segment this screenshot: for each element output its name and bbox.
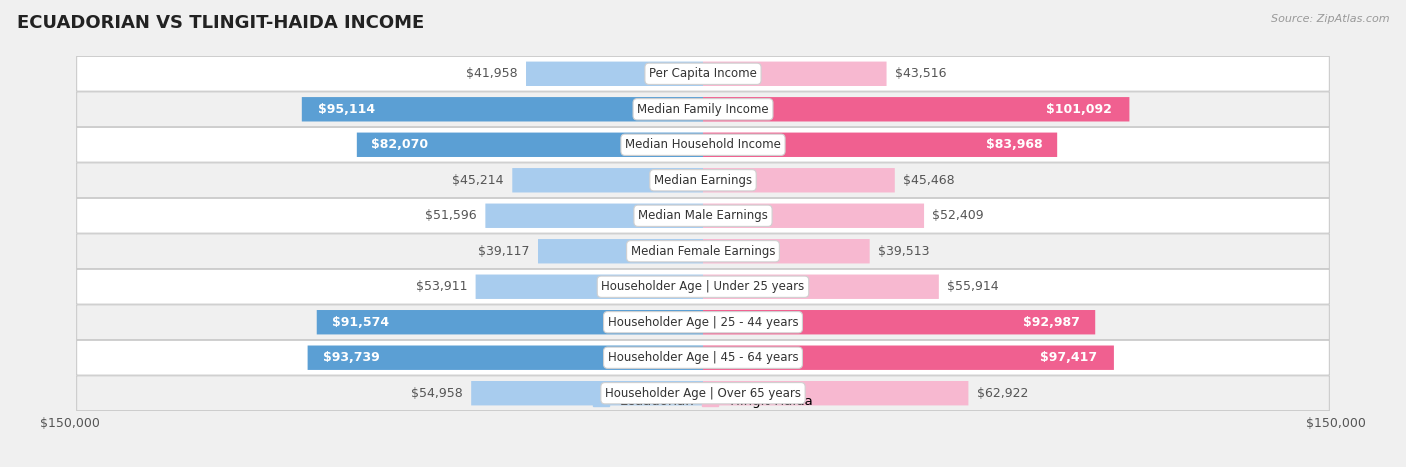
Text: $82,070: $82,070 bbox=[371, 138, 427, 151]
FancyBboxPatch shape bbox=[703, 346, 1114, 370]
FancyBboxPatch shape bbox=[485, 204, 703, 228]
Text: Median Household Income: Median Household Income bbox=[626, 138, 780, 151]
Text: Per Capita Income: Per Capita Income bbox=[650, 67, 756, 80]
Text: $83,968: $83,968 bbox=[987, 138, 1043, 151]
FancyBboxPatch shape bbox=[76, 305, 1330, 340]
Text: $101,092: $101,092 bbox=[1046, 103, 1112, 116]
Text: $45,468: $45,468 bbox=[903, 174, 955, 187]
Text: $91,574: $91,574 bbox=[332, 316, 389, 329]
FancyBboxPatch shape bbox=[703, 168, 894, 192]
FancyBboxPatch shape bbox=[302, 97, 703, 121]
FancyBboxPatch shape bbox=[76, 92, 1330, 127]
FancyBboxPatch shape bbox=[76, 234, 1330, 269]
Text: $41,958: $41,958 bbox=[465, 67, 517, 80]
Text: Householder Age | 25 - 44 years: Householder Age | 25 - 44 years bbox=[607, 316, 799, 329]
Text: Median Family Income: Median Family Income bbox=[637, 103, 769, 116]
Text: Householder Age | Under 25 years: Householder Age | Under 25 years bbox=[602, 280, 804, 293]
FancyBboxPatch shape bbox=[703, 62, 887, 86]
Text: $93,739: $93,739 bbox=[323, 351, 380, 364]
FancyBboxPatch shape bbox=[703, 381, 969, 405]
Text: $62,922: $62,922 bbox=[977, 387, 1028, 400]
FancyBboxPatch shape bbox=[76, 198, 1330, 233]
FancyBboxPatch shape bbox=[471, 381, 703, 405]
FancyBboxPatch shape bbox=[703, 204, 924, 228]
FancyBboxPatch shape bbox=[703, 239, 870, 263]
FancyBboxPatch shape bbox=[703, 275, 939, 299]
Text: $51,596: $51,596 bbox=[425, 209, 477, 222]
FancyBboxPatch shape bbox=[538, 239, 703, 263]
FancyBboxPatch shape bbox=[475, 275, 703, 299]
FancyBboxPatch shape bbox=[76, 163, 1330, 198]
FancyBboxPatch shape bbox=[76, 269, 1330, 304]
Text: Median Female Earnings: Median Female Earnings bbox=[631, 245, 775, 258]
Text: $55,914: $55,914 bbox=[948, 280, 998, 293]
FancyBboxPatch shape bbox=[703, 310, 1095, 334]
Text: Median Male Earnings: Median Male Earnings bbox=[638, 209, 768, 222]
Text: Householder Age | Over 65 years: Householder Age | Over 65 years bbox=[605, 387, 801, 400]
FancyBboxPatch shape bbox=[703, 97, 1129, 121]
Text: $53,911: $53,911 bbox=[416, 280, 467, 293]
Text: $97,417: $97,417 bbox=[1040, 351, 1098, 364]
Text: Median Earnings: Median Earnings bbox=[654, 174, 752, 187]
Text: $39,513: $39,513 bbox=[879, 245, 929, 258]
FancyBboxPatch shape bbox=[76, 127, 1330, 162]
FancyBboxPatch shape bbox=[703, 133, 1057, 157]
Text: Householder Age | 45 - 64 years: Householder Age | 45 - 64 years bbox=[607, 351, 799, 364]
FancyBboxPatch shape bbox=[76, 57, 1330, 91]
Text: $45,214: $45,214 bbox=[453, 174, 503, 187]
Text: ECUADORIAN VS TLINGIT-HAIDA INCOME: ECUADORIAN VS TLINGIT-HAIDA INCOME bbox=[17, 14, 425, 32]
FancyBboxPatch shape bbox=[526, 62, 703, 86]
Text: $92,987: $92,987 bbox=[1022, 316, 1080, 329]
Text: $43,516: $43,516 bbox=[896, 67, 946, 80]
FancyBboxPatch shape bbox=[512, 168, 703, 192]
FancyBboxPatch shape bbox=[76, 340, 1330, 375]
FancyBboxPatch shape bbox=[316, 310, 703, 334]
Text: Source: ZipAtlas.com: Source: ZipAtlas.com bbox=[1271, 14, 1389, 24]
FancyBboxPatch shape bbox=[357, 133, 703, 157]
Text: $54,958: $54,958 bbox=[411, 387, 463, 400]
Legend: Ecuadorian, Tlingit-Haida: Ecuadorian, Tlingit-Haida bbox=[593, 395, 813, 408]
FancyBboxPatch shape bbox=[76, 376, 1330, 410]
Text: $52,409: $52,409 bbox=[932, 209, 984, 222]
FancyBboxPatch shape bbox=[308, 346, 703, 370]
Text: $39,117: $39,117 bbox=[478, 245, 530, 258]
Text: $95,114: $95,114 bbox=[318, 103, 375, 116]
